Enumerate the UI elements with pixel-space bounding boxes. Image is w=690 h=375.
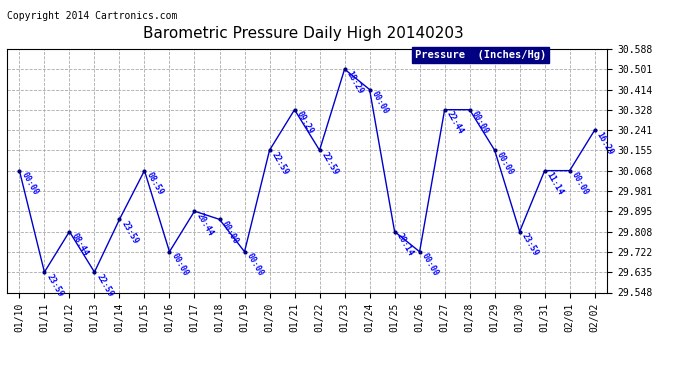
Text: 22:59: 22:59 bbox=[319, 150, 340, 176]
Text: 00:00: 00:00 bbox=[244, 252, 265, 278]
Text: 00:00: 00:00 bbox=[420, 252, 440, 278]
Text: Barometric Pressure Daily High 20140203: Barometric Pressure Daily High 20140203 bbox=[144, 26, 464, 41]
Text: 20:14: 20:14 bbox=[395, 231, 415, 258]
Text: 16:29: 16:29 bbox=[595, 130, 615, 156]
Text: Pressure  (Inches/Hg): Pressure (Inches/Hg) bbox=[415, 50, 546, 60]
Text: 00:00: 00:00 bbox=[495, 150, 515, 176]
Text: 00:00: 00:00 bbox=[370, 90, 390, 116]
Text: Copyright 2014 Cartronics.com: Copyright 2014 Cartronics.com bbox=[7, 11, 177, 21]
Text: 22:59: 22:59 bbox=[270, 150, 290, 176]
Text: 00:00: 00:00 bbox=[570, 171, 590, 197]
Text: 11:14: 11:14 bbox=[544, 171, 565, 197]
Text: 20:44: 20:44 bbox=[195, 211, 215, 237]
Text: 08:44: 08:44 bbox=[70, 231, 90, 258]
Text: 08:59: 08:59 bbox=[144, 171, 165, 197]
Text: 23:59: 23:59 bbox=[520, 231, 540, 258]
Text: 00:00: 00:00 bbox=[19, 171, 40, 197]
Text: 23:59: 23:59 bbox=[119, 219, 140, 246]
Text: 09:29: 09:29 bbox=[295, 110, 315, 136]
Text: 18:29: 18:29 bbox=[344, 69, 365, 95]
Text: 23:59: 23:59 bbox=[44, 272, 65, 298]
Text: 22:44: 22:44 bbox=[444, 110, 465, 136]
Text: 22:59: 22:59 bbox=[95, 272, 115, 298]
Text: 00:00: 00:00 bbox=[219, 219, 240, 246]
Text: 00:00: 00:00 bbox=[470, 110, 490, 136]
Text: 00:00: 00:00 bbox=[170, 252, 190, 278]
